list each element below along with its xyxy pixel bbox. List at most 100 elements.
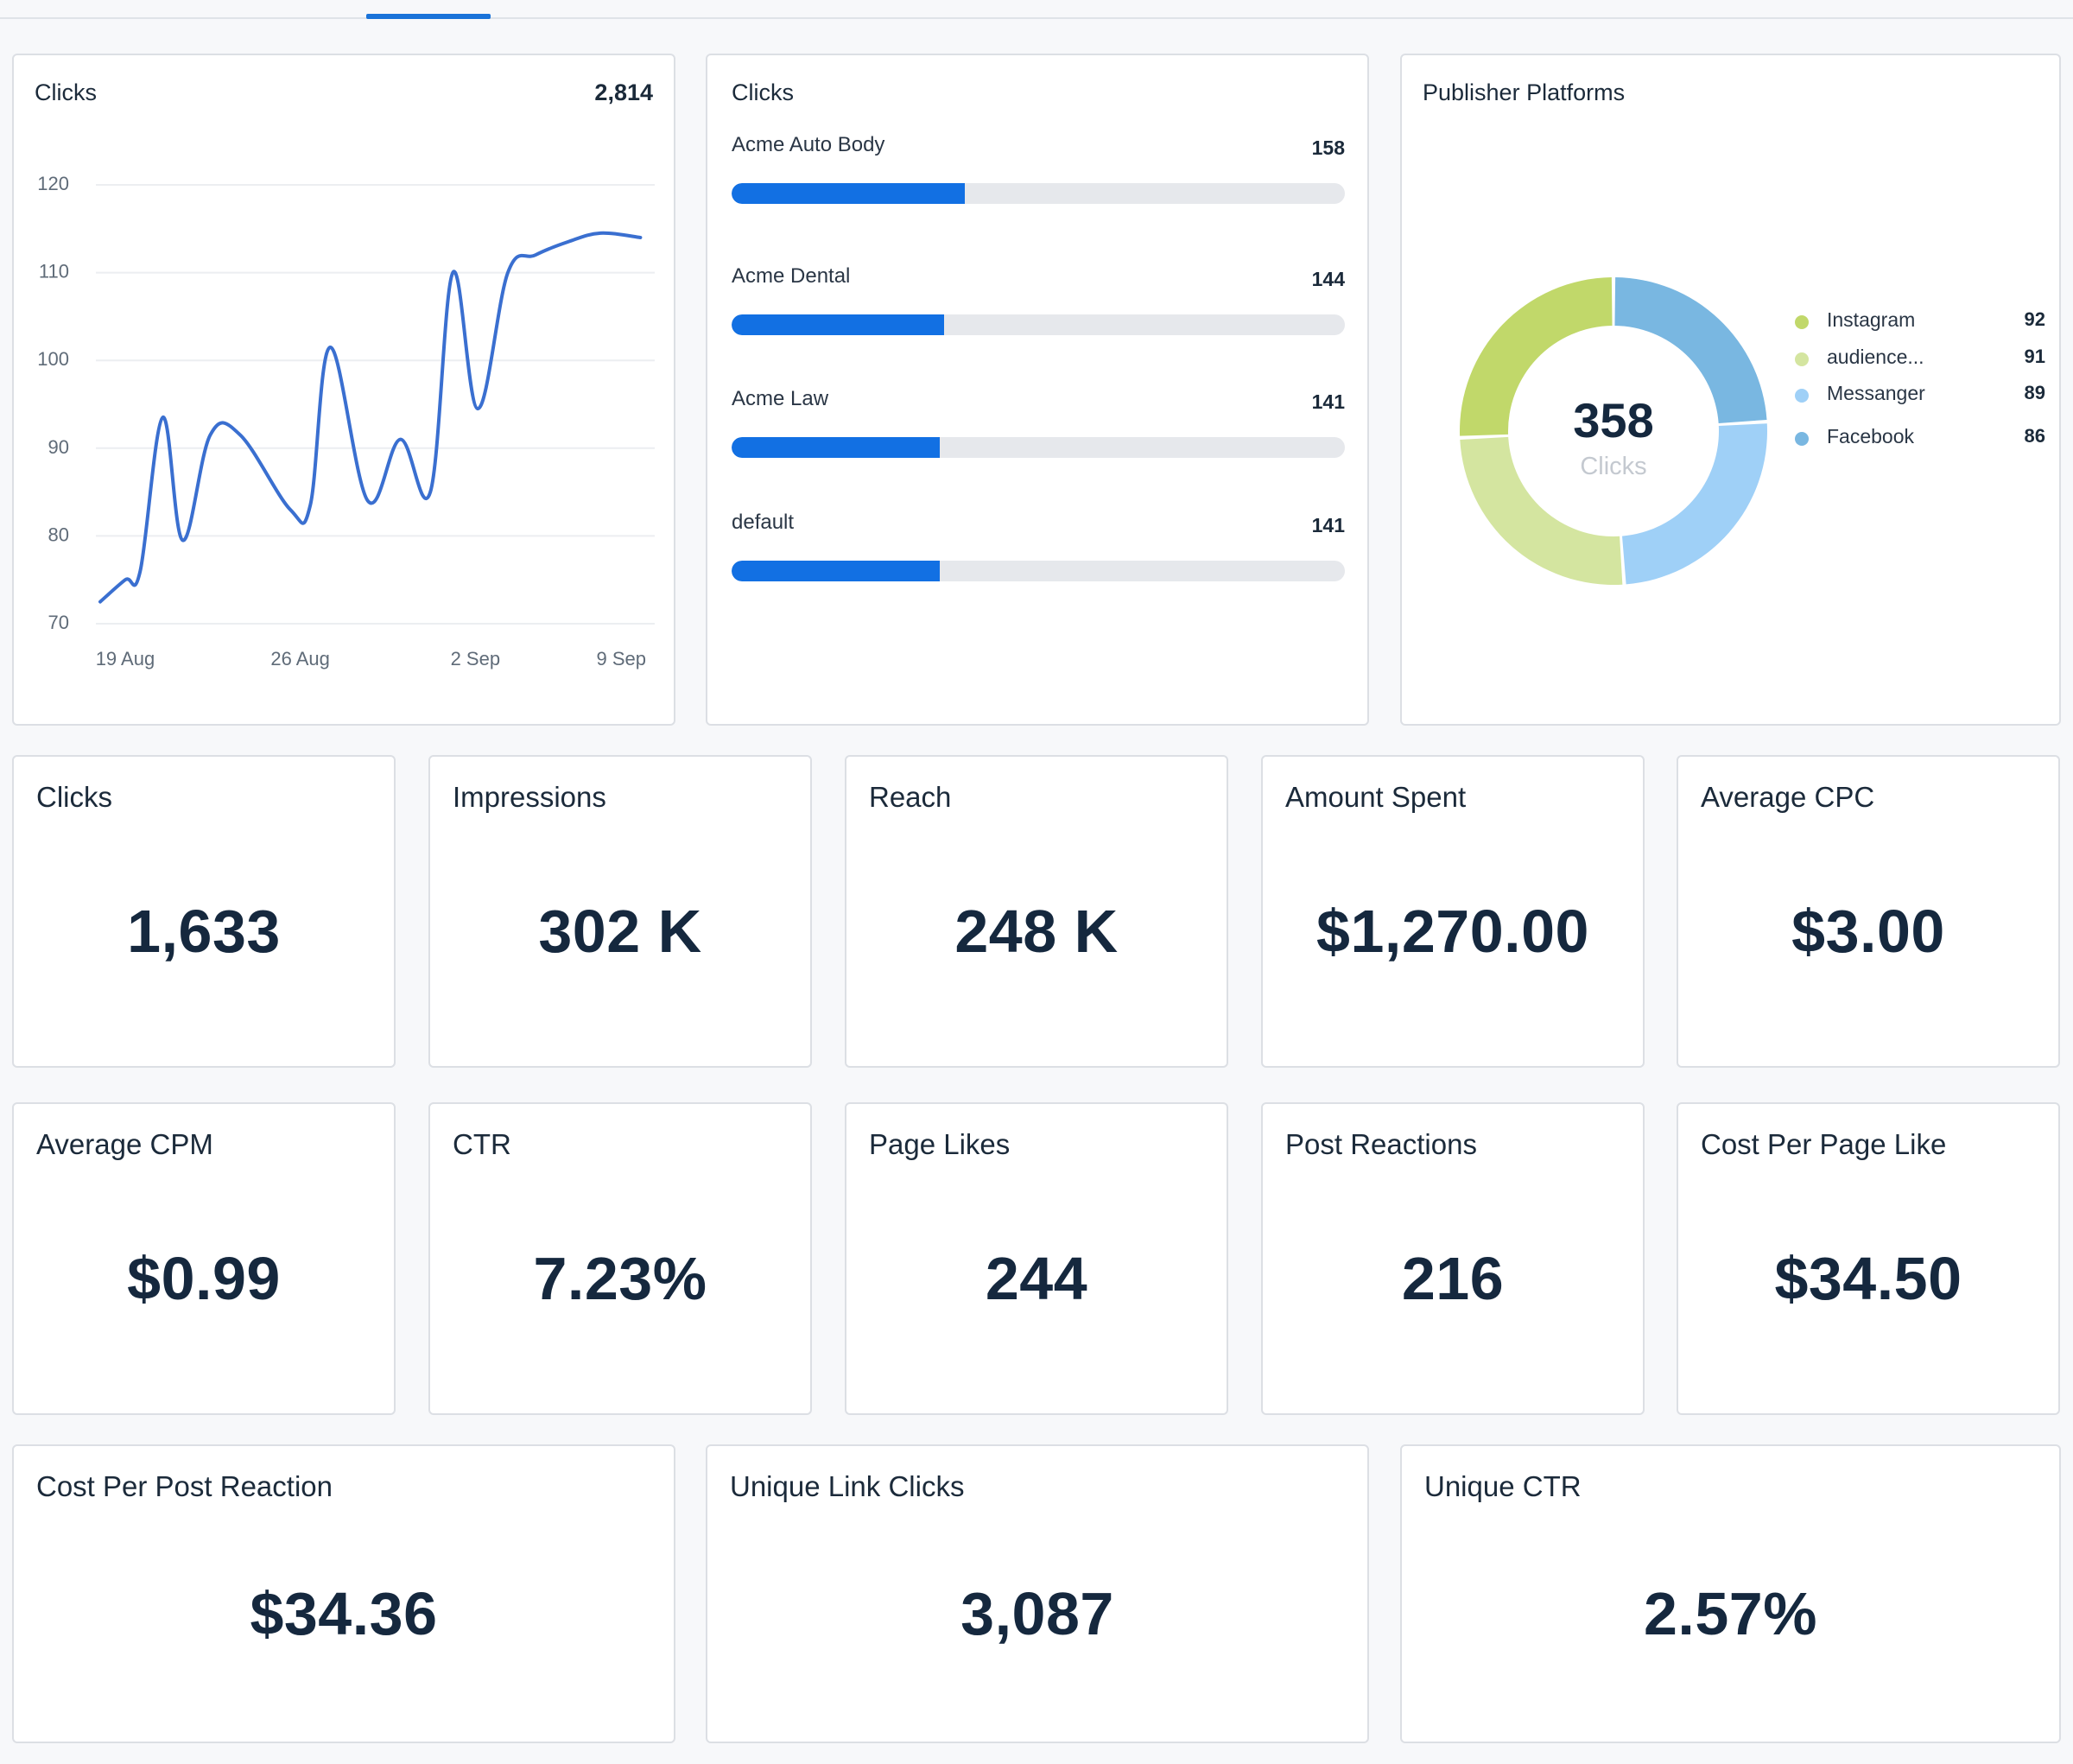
y-tick-label: 90 <box>48 436 69 458</box>
donut-center-value: 358 <box>1573 393 1654 447</box>
bar-label: default <box>732 511 795 534</box>
stat-card-reach: Reach 248 K <box>845 755 1228 1068</box>
donut-slice-instagram[interactable] <box>1460 277 1613 436</box>
donut-card-title: Publisher Platforms <box>1423 79 1626 105</box>
stat-title: Impressions <box>453 781 606 813</box>
line-chart-total: 2,814 <box>594 79 653 105</box>
legend-value: 91 <box>2024 346 2045 367</box>
legend-value: 86 <box>2024 425 2045 447</box>
stat-title: Unique CTR <box>1424 1470 1582 1502</box>
stat-card-impressions: Impressions 302 K <box>428 755 812 1068</box>
bar-track <box>732 314 1345 335</box>
y-tick-label: 120 <box>37 173 69 194</box>
bar-card-title: Clicks <box>732 79 794 105</box>
bar-row: Acme Dental 144 <box>732 264 1345 342</box>
stat-title: Post Reactions <box>1285 1128 1477 1160</box>
y-tick-label: 110 <box>39 261 69 282</box>
legend-label: Messanger <box>1827 382 1925 404</box>
stat-card-cost-per-page-like: Cost Per Page Like $34.50 <box>1677 1102 2060 1415</box>
stat-title: Average CPM <box>36 1128 213 1160</box>
legend-dot-icon <box>1795 432 1809 446</box>
publisher-platforms-donut <box>1460 277 1767 585</box>
stat-card-cost-per-post-reaction: Cost Per Post Reaction $34.36 <box>12 1444 675 1743</box>
donut-slice-facebook[interactable] <box>1614 277 1767 424</box>
legend-value: 89 <box>2024 382 2045 403</box>
stat-title: Cost Per Page Like <box>1701 1128 1947 1160</box>
donut-center: 358 Clicks <box>1449 267 1778 595</box>
stat-title: CTR <box>453 1128 511 1160</box>
stat-value: 244 <box>985 1245 1088 1312</box>
active-tab-indicator <box>366 14 491 19</box>
legend-dot-icon <box>1795 352 1809 366</box>
legend-dot-icon <box>1795 389 1809 403</box>
donut-center-label: Clicks <box>1580 453 1647 480</box>
legend-item[interactable]: audience... 91 <box>1795 344 2045 370</box>
y-tick-label: 100 <box>37 348 69 370</box>
stat-value: 302 K <box>538 898 702 965</box>
bar-row: Acme Auto Body 158 <box>732 133 1345 211</box>
bar-track <box>732 437 1345 458</box>
legend-item[interactable]: Messanger 89 <box>1795 380 2045 406</box>
x-tick-label: 26 Aug <box>270 648 330 669</box>
line-chart-title: Clicks <box>35 79 97 105</box>
bar-value: 158 <box>1311 136 1345 159</box>
donut-slice-audience[interactable] <box>1460 436 1623 585</box>
y-tick-label: 70 <box>48 612 69 633</box>
bar-row: Acme Law 141 <box>732 387 1345 465</box>
stat-card-average-cpc: Average CPC $3.00 <box>1677 755 2060 1068</box>
legend-label: Instagram <box>1827 308 1916 331</box>
stat-value: 216 <box>1401 1245 1505 1312</box>
y-tick-label: 80 <box>48 523 69 545</box>
stat-title: Clicks <box>36 781 112 813</box>
legend-item[interactable]: Facebook 86 <box>1795 423 2045 449</box>
x-tick-label: 19 Aug <box>96 648 155 669</box>
tab-bar-divider <box>0 17 2073 19</box>
publisher-platforms-card: Publisher Platforms 358 Clicks Instagram… <box>1400 54 2061 726</box>
clicks-series-line <box>98 231 643 604</box>
stat-value: 2.57% <box>1644 1580 1817 1647</box>
bar-fill <box>732 183 966 204</box>
legend-value: 92 <box>2024 308 2045 330</box>
legend-label: Facebook <box>1827 425 1915 447</box>
stat-card-unique-link-clicks: Unique Link Clicks 3,087 <box>706 1444 1369 1743</box>
x-tick-label: 2 Sep <box>451 648 501 669</box>
legend-item[interactable]: Instagram 92 <box>1795 307 2045 333</box>
bar-label: Acme Auto Body <box>732 133 885 156</box>
clicks-line-chart-card: Clicks 2,814 70 80 90 100 110 120 19 Aug 26 Aug… <box>12 54 675 726</box>
stat-card-unique-ctr: Unique CTR 2.57% <box>1400 1444 2061 1743</box>
clicks-by-account-card: Clicks Acme Auto Body 158 Acme Dental 144 Ac… <box>706 54 1369 726</box>
bar-value: 144 <box>1311 268 1345 290</box>
x-tick-label: 9 Sep <box>597 648 647 669</box>
bar-value: 141 <box>1311 390 1345 413</box>
stat-title: Reach <box>869 781 952 813</box>
stat-card-amount-spent: Amount Spent $1,270.00 <box>1261 755 1645 1068</box>
stat-card-average-cpm: Average CPM $0.99 <box>12 1102 396 1415</box>
donut-slice-messanger[interactable] <box>1622 423 1767 585</box>
stat-value: $34.36 <box>250 1580 438 1647</box>
stat-value: $3.00 <box>1791 898 1945 965</box>
stat-value: $1,270.00 <box>1316 898 1589 965</box>
stat-title: Cost Per Post Reaction <box>36 1470 333 1502</box>
stat-value: 7.23% <box>533 1245 707 1312</box>
bar-label: Acme Dental <box>732 264 851 288</box>
stat-card-ctr: CTR 7.23% <box>428 1102 812 1415</box>
stat-card-clicks: Clicks 1,633 <box>12 755 396 1068</box>
clicks-line-chart: 70 80 90 100 110 120 19 Aug 26 Aug 2 Sep 9 Sep <box>37 173 655 669</box>
bar-fill <box>732 437 941 458</box>
bar-value: 141 <box>1311 514 1345 536</box>
bar-track <box>732 183 1345 204</box>
stat-card-post-reactions: Post Reactions 216 <box>1261 1102 1645 1415</box>
legend-label: audience... <box>1827 346 1924 368</box>
stat-title: Page Likes <box>869 1128 1011 1160</box>
stat-value: $34.50 <box>1774 1245 1962 1312</box>
bar-fill <box>732 314 945 335</box>
legend-dot-icon <box>1795 315 1809 329</box>
bar-track <box>732 561 1345 581</box>
stat-value: 3,087 <box>960 1580 1114 1647</box>
stat-card-page-likes: Page Likes 244 <box>845 1102 1228 1415</box>
stat-value: 1,633 <box>127 898 281 965</box>
stat-value: $0.99 <box>127 1245 281 1312</box>
stat-value: 248 K <box>954 898 1119 965</box>
bar-label: Acme Law <box>732 387 829 410</box>
stat-title: Unique Link Clicks <box>730 1470 965 1502</box>
